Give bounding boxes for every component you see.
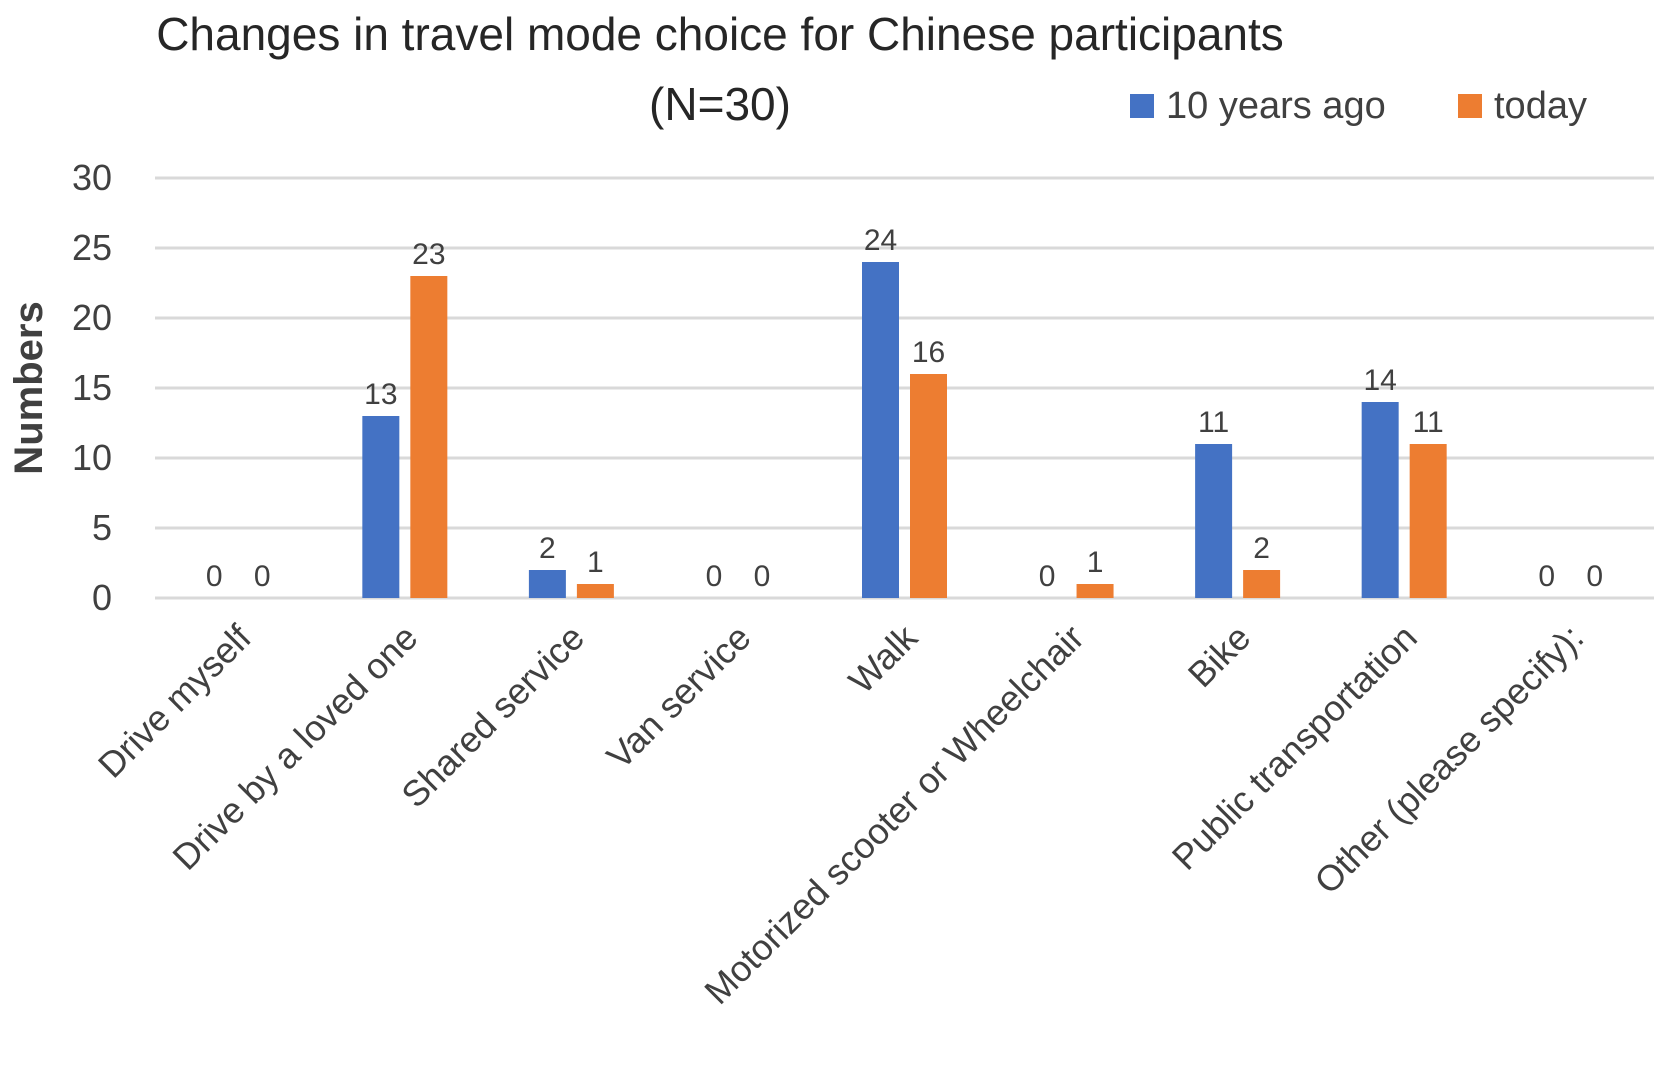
y-axis-label: Numbers bbox=[7, 301, 51, 474]
data-label: 14 bbox=[1363, 364, 1396, 397]
data-label: 0 bbox=[254, 560, 271, 593]
x-category-label: Drive myself bbox=[90, 616, 260, 786]
data-label: 13 bbox=[364, 378, 397, 411]
y-tick-label: 0 bbox=[92, 577, 112, 618]
chart-title: Changes in travel mode choice for Chines… bbox=[156, 8, 1284, 60]
data-label: 24 bbox=[864, 224, 897, 257]
bar bbox=[1195, 444, 1233, 598]
bar bbox=[362, 416, 400, 598]
data-label: 1 bbox=[587, 546, 604, 579]
bars bbox=[362, 262, 1447, 598]
bar bbox=[410, 276, 448, 598]
bar bbox=[910, 374, 947, 598]
y-tick-label: 15 bbox=[72, 367, 112, 408]
chart-subtitle: (N=30) bbox=[649, 78, 791, 130]
x-category-label: Van service bbox=[598, 617, 758, 777]
data-label: 11 bbox=[1198, 406, 1229, 439]
y-tick-label: 20 bbox=[72, 297, 112, 338]
legend: 10 years ago today bbox=[1130, 85, 1587, 127]
y-tick-label: 5 bbox=[92, 507, 112, 548]
bar bbox=[1361, 402, 1399, 598]
legend-swatch bbox=[1458, 94, 1482, 118]
legend-label: today bbox=[1494, 85, 1587, 127]
data-label: 0 bbox=[1538, 560, 1555, 593]
bar bbox=[1076, 584, 1114, 598]
bar bbox=[576, 584, 614, 598]
legend-label: 10 years ago bbox=[1166, 85, 1386, 127]
bar bbox=[862, 262, 899, 598]
data-label: 0 bbox=[754, 560, 771, 593]
legend-swatch bbox=[1130, 94, 1154, 118]
data-label: 16 bbox=[912, 336, 945, 369]
data-label: 0 bbox=[1586, 560, 1603, 593]
data-label: 0 bbox=[706, 560, 723, 593]
data-label: 11 bbox=[1413, 406, 1444, 439]
data-label: 0 bbox=[206, 560, 223, 593]
gridlines bbox=[155, 176, 1654, 600]
x-category-label: Walk bbox=[841, 616, 926, 701]
y-tick-label: 10 bbox=[72, 437, 112, 478]
data-label: 23 bbox=[412, 238, 445, 271]
data-label: 2 bbox=[539, 532, 556, 565]
bar bbox=[1409, 444, 1447, 598]
x-category-label: Other (please specify): bbox=[1306, 617, 1591, 902]
x-category-label: Bike bbox=[1180, 617, 1259, 696]
data-label: 2 bbox=[1253, 532, 1270, 565]
y-axis-ticks: 0 5 10 15 20 25 30 bbox=[72, 157, 112, 618]
bar bbox=[1243, 570, 1281, 598]
y-tick-label: 25 bbox=[72, 227, 112, 268]
y-tick-label: 30 bbox=[72, 157, 112, 198]
data-label: 1 bbox=[1087, 546, 1104, 579]
bar bbox=[528, 570, 566, 598]
data-label: 0 bbox=[1039, 560, 1056, 593]
